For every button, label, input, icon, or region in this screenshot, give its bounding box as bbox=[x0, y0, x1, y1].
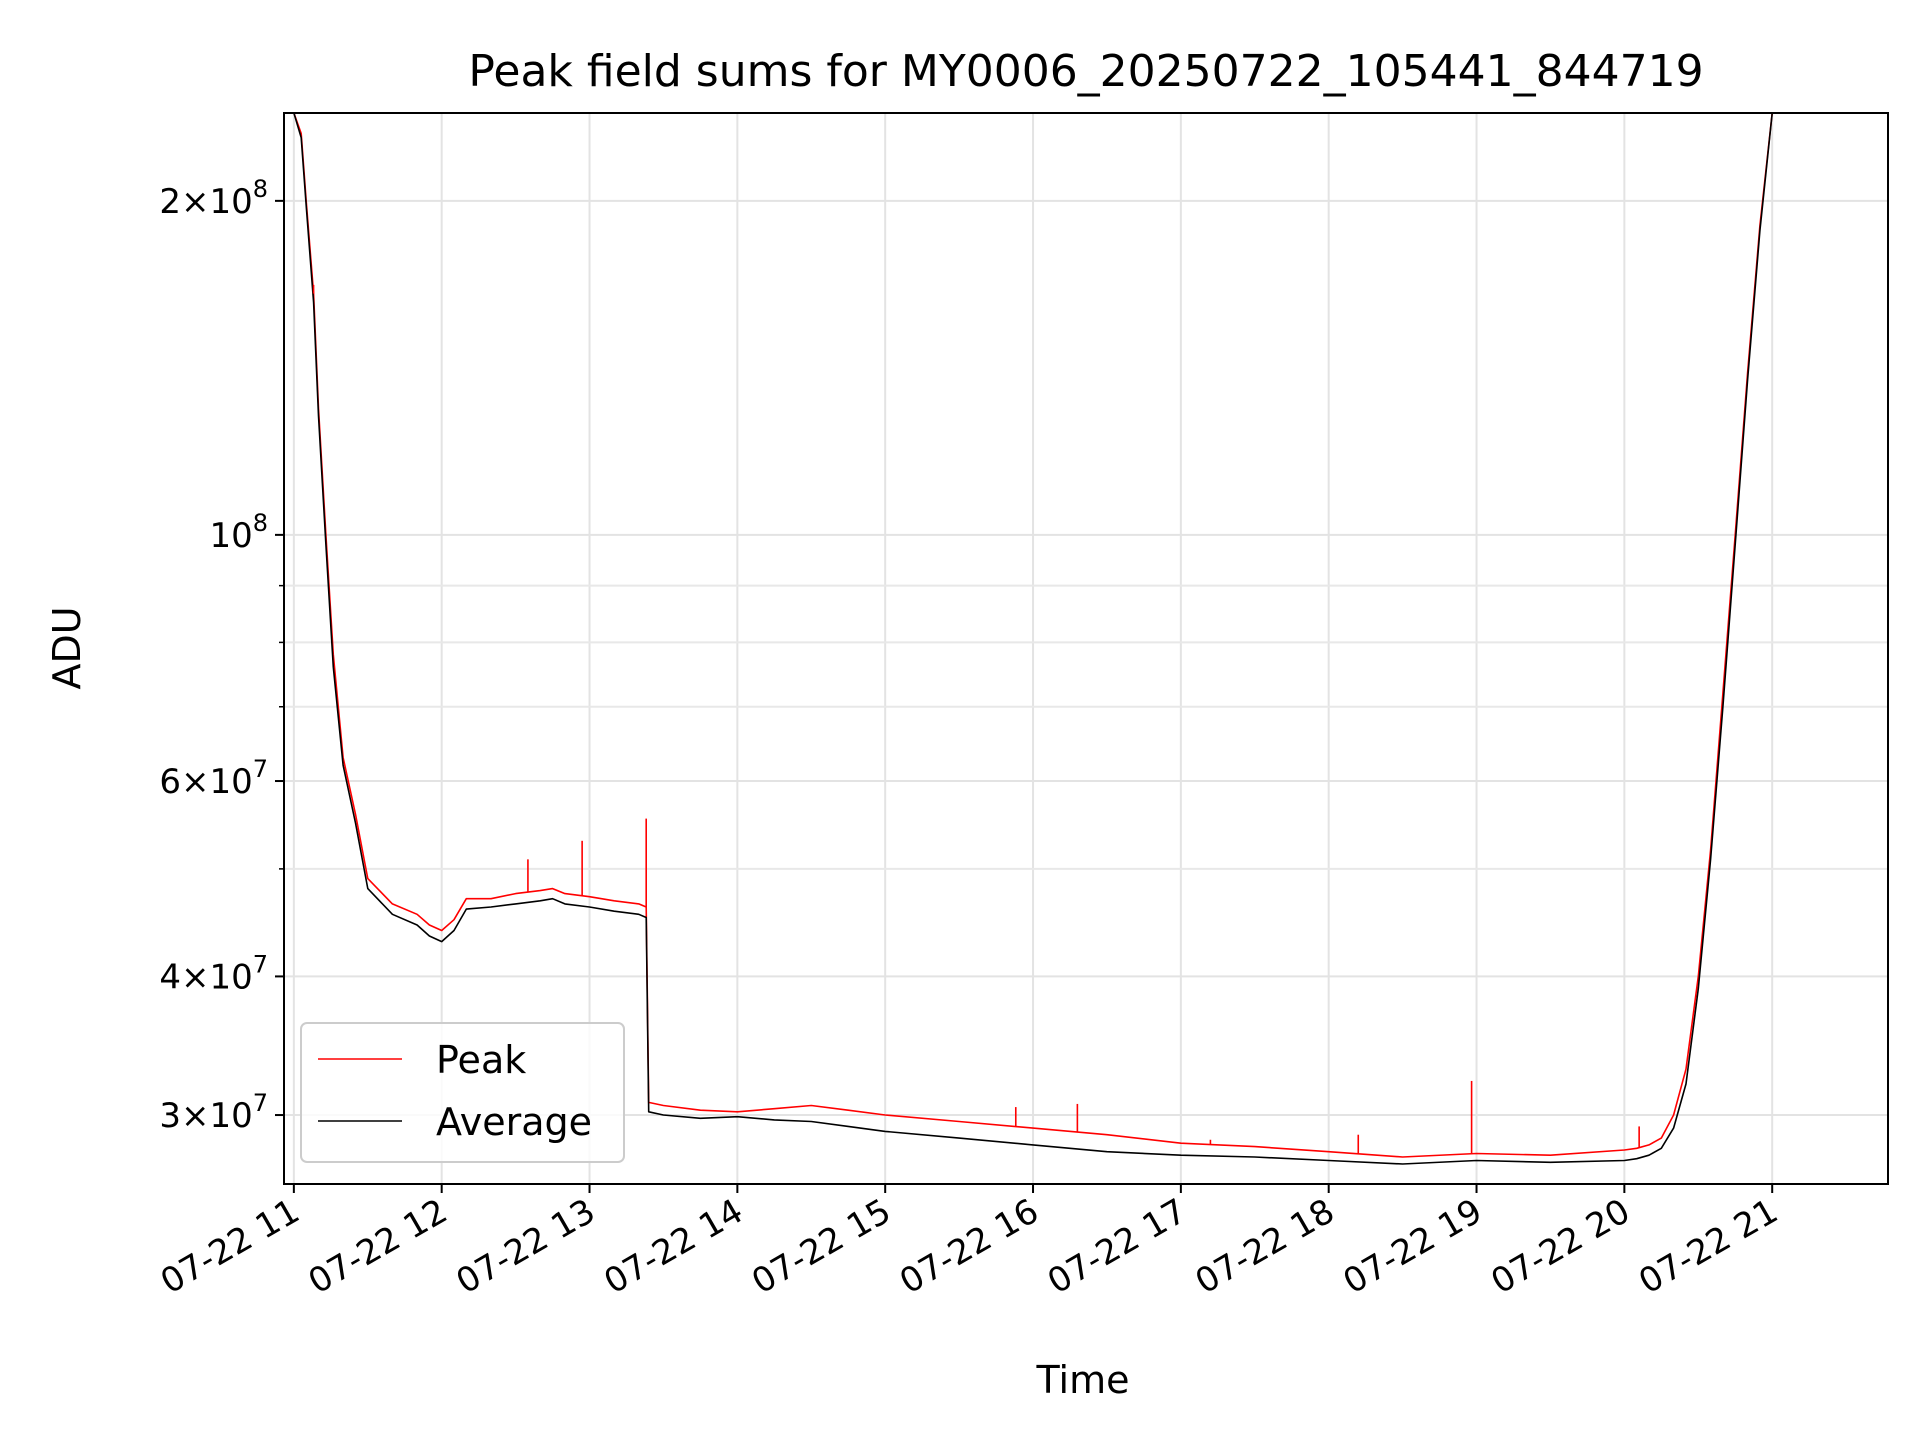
series-line-average bbox=[293, 112, 1785, 1165]
legend-label-peak: Peak bbox=[436, 1038, 526, 1082]
y-tick-label: 108 bbox=[209, 509, 268, 556]
plot-frame bbox=[283, 112, 1889, 1185]
gridlines bbox=[284, 113, 1888, 1184]
y-tick-exponent: 8 bbox=[253, 509, 268, 537]
legend-box bbox=[300, 1022, 625, 1163]
legend-label-average: Average bbox=[436, 1100, 592, 1144]
y-tick-label: 3×107 bbox=[159, 1089, 268, 1136]
y-tick-base: 3×10 bbox=[159, 1096, 252, 1136]
plot-series bbox=[293, 112, 1785, 1165]
y-tick-label: 6×107 bbox=[159, 755, 268, 802]
y-tick-base: 4×10 bbox=[159, 957, 252, 997]
y-tick-base: 2×10 bbox=[159, 182, 252, 222]
x-axis-label: Time bbox=[1036, 1358, 1130, 1402]
y-axis-label: ADU bbox=[45, 606, 89, 689]
chart-title: Peak field sums for MY0006_20250722_1054… bbox=[468, 46, 1703, 97]
y-tick-exponent: 7 bbox=[253, 755, 268, 783]
y-tick-label: 2×108 bbox=[159, 175, 268, 222]
legend: Peak Average bbox=[300, 1022, 625, 1163]
y-tick-base: 10 bbox=[209, 516, 252, 556]
y-tick-exponent: 8 bbox=[253, 175, 268, 203]
y-tick-label: 4×107 bbox=[159, 950, 268, 997]
y-tick-base: 6×10 bbox=[159, 762, 252, 802]
series-line-peak bbox=[293, 112, 1785, 1158]
y-tick-exponent: 7 bbox=[253, 1089, 268, 1117]
y-tick-exponent: 7 bbox=[253, 950, 268, 978]
